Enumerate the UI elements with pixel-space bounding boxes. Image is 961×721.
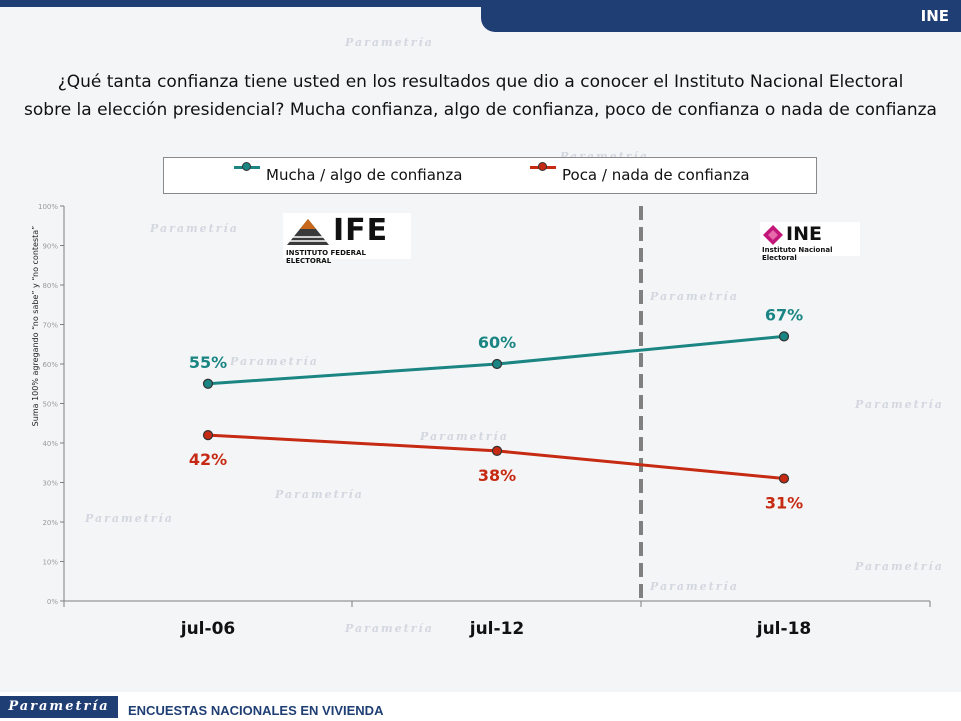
- y-tick-label: 10%: [42, 559, 58, 567]
- header-tab: INE: [481, 0, 961, 32]
- data-point: [202, 378, 214, 389]
- ife-logo-text: IFE: [333, 213, 389, 248]
- ife-logo-caption: INSTITUTO FEDERAL ELECTORAL: [286, 249, 366, 265]
- ine-mark-icon: [763, 225, 783, 245]
- y-tick-label: 40%: [42, 440, 58, 448]
- data-point: [202, 430, 214, 441]
- brand-logo: Parametría: [0, 696, 118, 718]
- legend-label: Poca / nada de confianza: [562, 166, 750, 184]
- y-tick-label: 90%: [42, 243, 58, 251]
- footer-caption: ENCUESTAS NACIONALES EN VIVIENDA: [128, 703, 384, 718]
- x-tick-label: jul-06: [180, 619, 235, 639]
- data-label: 67%: [765, 305, 803, 324]
- watermark-text: Parametría: [85, 512, 174, 525]
- data-label: 38%: [478, 466, 516, 485]
- footer: [0, 692, 961, 721]
- y-tick-label: 30%: [42, 480, 58, 488]
- legend-swatch-series-2: [530, 162, 556, 171]
- y-tick-label: 80%: [42, 282, 58, 290]
- watermark-text: Parametría: [275, 488, 364, 501]
- y-tick-label: 100%: [38, 203, 58, 211]
- top-bar: [0, 0, 961, 7]
- chart-legend: Mucha / algo de confianza Poca / nada de…: [163, 157, 817, 194]
- watermark-text: Parametría: [855, 560, 944, 573]
- data-label: 60%: [478, 333, 516, 352]
- watermark-text: Parametría: [650, 580, 739, 593]
- data-point: [491, 445, 503, 456]
- data-label: 42%: [189, 450, 227, 469]
- y-tick-label: 0%: [47, 598, 58, 606]
- watermark-text: Parametría: [650, 290, 739, 303]
- header-tab-label: INE: [920, 7, 949, 25]
- ine-logo-text: INE: [786, 223, 822, 245]
- y-tick-label: 50%: [42, 401, 58, 409]
- watermark-text: Parametría: [345, 622, 434, 635]
- y-tick-label: 20%: [42, 519, 58, 527]
- ine-logo-caption: Instituto Nacional Electoral: [762, 246, 833, 262]
- question-line-2: sobre la elección presidencial? Mucha co…: [24, 100, 937, 120]
- watermark-text: Parametría: [420, 430, 509, 443]
- data-label: 55%: [189, 353, 227, 372]
- ife-logo: IFE INSTITUTO FEDERAL ELECTORAL: [283, 213, 411, 265]
- y-tick-label: 70%: [42, 322, 58, 330]
- watermark-text: Parametría: [230, 355, 319, 368]
- question-line-1: ¿Qué tanta confianza tiene usted en los …: [57, 72, 904, 92]
- ine-logo: INE Instituto Nacional Electoral: [760, 222, 860, 262]
- x-tick-label: jul-18: [756, 619, 811, 639]
- watermark-text: Parametría: [345, 36, 434, 49]
- x-tick-label: jul-12: [469, 619, 524, 639]
- watermark-text: Parametría: [150, 222, 239, 235]
- legend-swatch-series-1: [234, 162, 260, 171]
- data-point: [778, 331, 790, 342]
- watermark-text: Parametría: [855, 398, 944, 411]
- y-tick-label: 60%: [42, 361, 58, 369]
- data-label: 31%: [765, 494, 803, 513]
- data-point: [491, 358, 503, 370]
- data-point: [778, 473, 790, 484]
- legend-label: Mucha / algo de confianza: [266, 166, 463, 184]
- legend-marker-icon: [538, 162, 547, 171]
- legend-marker-icon: [242, 162, 251, 171]
- ife-pyramid-icon: [287, 219, 329, 245]
